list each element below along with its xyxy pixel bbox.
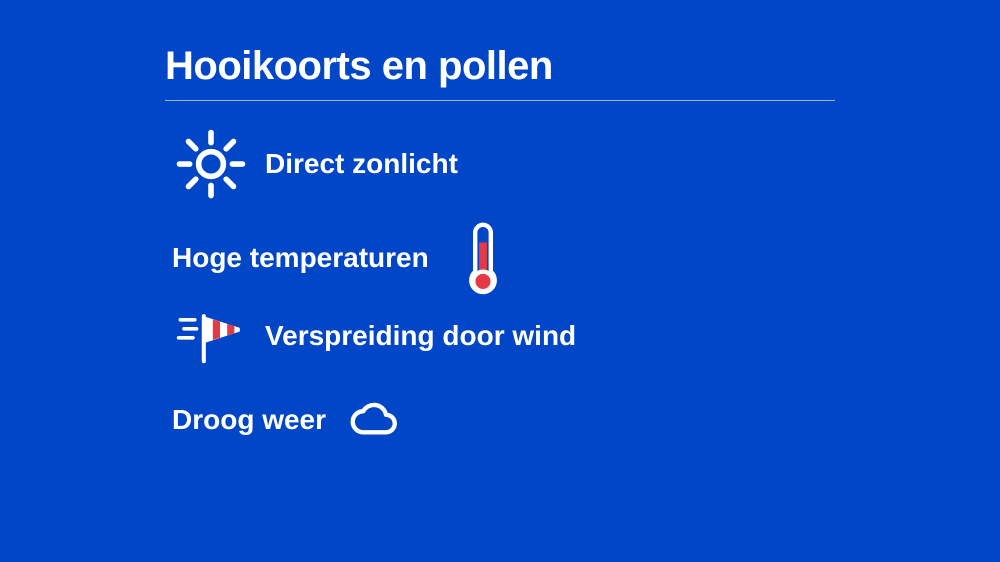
factor-label: Hoge temperaturen (172, 242, 429, 274)
sun-icon (175, 128, 247, 200)
page-title: Hooikoorts en pollen (165, 44, 553, 89)
thermometer-icon (447, 222, 519, 294)
title-underline (165, 100, 835, 101)
cloud-icon (344, 392, 400, 448)
factor-label: Direct zonlicht (265, 148, 458, 180)
infographic-panel: Hooikoorts en pollen Direct zonlicht (0, 0, 1000, 562)
factor-row-dry: Droog weer (172, 392, 400, 448)
factor-row-temperature: Hoge temperaturen (172, 222, 519, 294)
windsock-icon (175, 300, 247, 372)
factor-label: Droog weer (172, 404, 326, 436)
factor-label: Verspreiding door wind (265, 320, 576, 352)
factor-row-wind: Verspreiding door wind (175, 300, 576, 372)
factor-row-sunlight: Direct zonlicht (175, 128, 458, 200)
